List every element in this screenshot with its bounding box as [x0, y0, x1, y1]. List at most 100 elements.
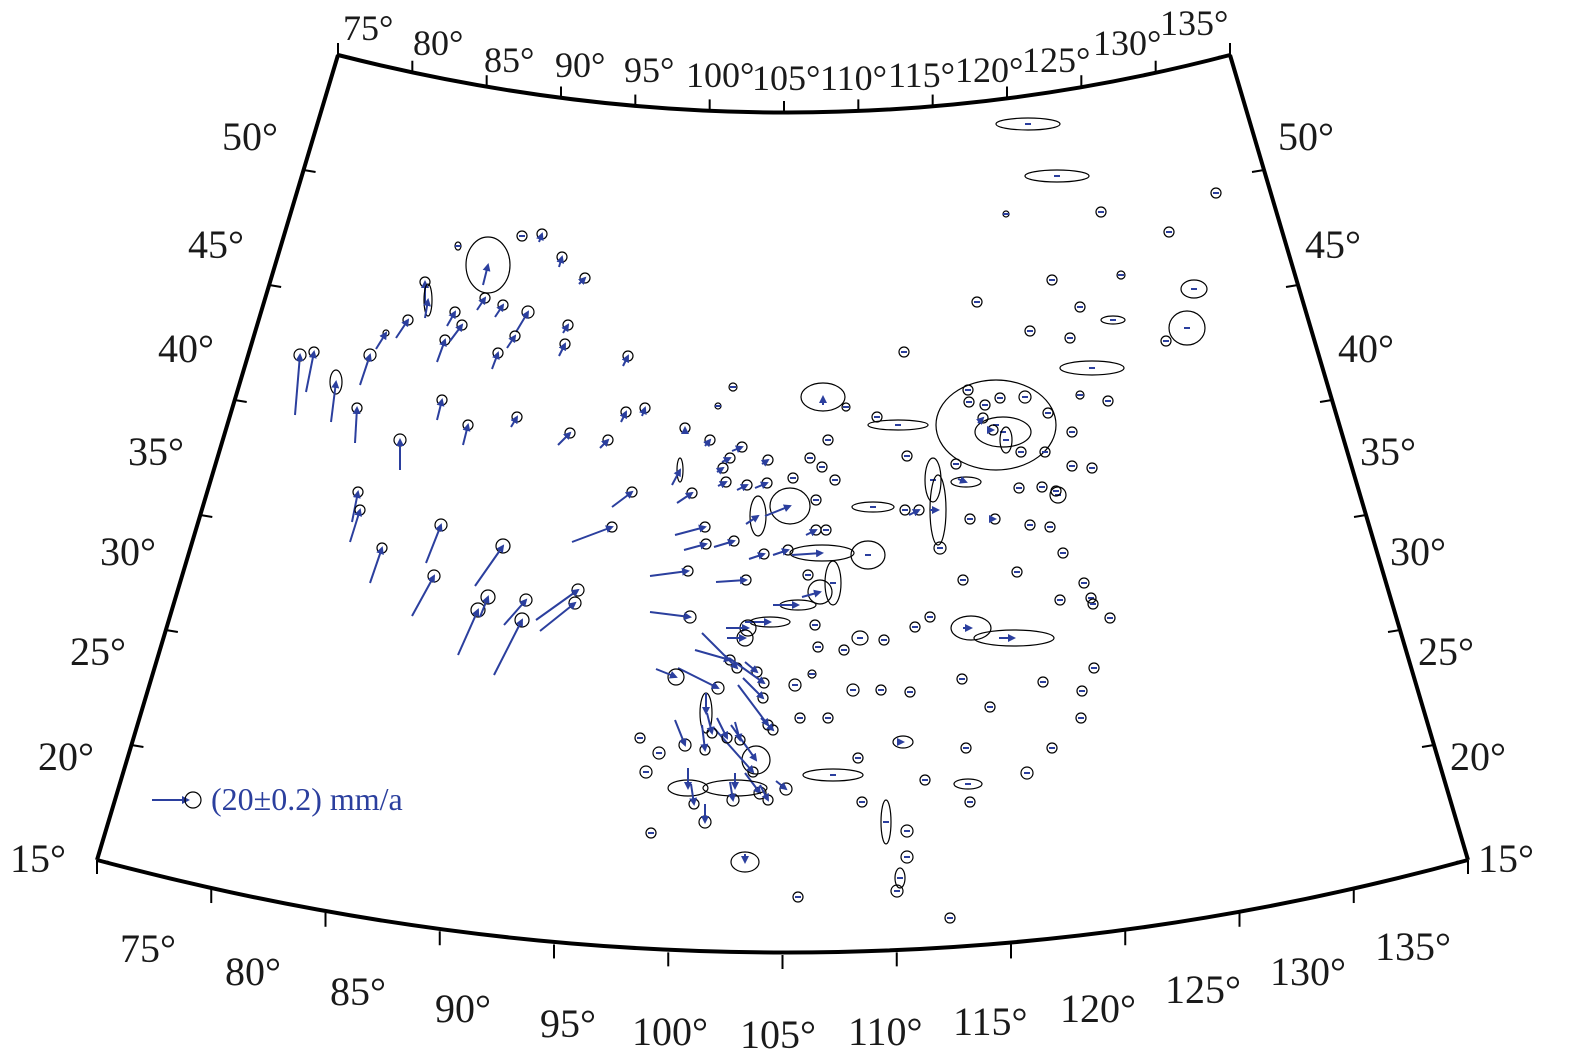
lat-label-left: 15° — [10, 836, 66, 881]
tick — [1353, 514, 1367, 518]
error-ellipse — [728, 382, 738, 392]
error-ellipse — [956, 673, 968, 685]
gps-station — [1037, 676, 1049, 688]
gps-station — [1086, 462, 1098, 474]
gps-station — [856, 796, 868, 808]
lon-label-top: 125° — [1022, 40, 1090, 80]
velocity-vector — [748, 552, 766, 560]
gps-station — [846, 683, 860, 697]
gps-station — [1002, 210, 1010, 218]
gps-station — [984, 701, 996, 713]
gps-station — [812, 641, 824, 653]
lon-label-top: 130° — [1093, 23, 1161, 63]
lon-label-bottom: 90° — [435, 986, 491, 1031]
velocity-vector — [715, 576, 748, 585]
velocity-vector — [621, 354, 629, 367]
lon-label-bottom: 115° — [953, 999, 1028, 1044]
gps-station — [1054, 594, 1066, 606]
error-ellipse — [789, 544, 855, 562]
gps-station — [987, 424, 999, 436]
tick — [234, 399, 247, 403]
gps-station — [829, 474, 841, 486]
gps-station — [760, 717, 779, 736]
gps-station — [742, 677, 769, 704]
gps-station — [963, 396, 975, 408]
gps-station — [699, 724, 711, 756]
gps-station — [824, 560, 842, 606]
error-ellipse — [944, 912, 956, 924]
gps-station — [1066, 460, 1078, 472]
gps-station — [792, 891, 804, 903]
velocity-vector — [655, 668, 678, 679]
legend: (20±0.2) mm/a — [152, 781, 403, 817]
gps-station — [503, 593, 533, 626]
gps-station — [804, 452, 816, 464]
gps-station — [730, 851, 760, 873]
velocity-vector — [715, 466, 725, 475]
gps-station — [476, 292, 491, 311]
error-ellipse — [1086, 462, 1098, 474]
error-ellipse — [999, 426, 1013, 454]
gps-station — [802, 569, 814, 581]
gps-station — [676, 487, 698, 504]
lon-label-bottom: 105° — [740, 1012, 816, 1057]
error-ellipse — [829, 474, 841, 486]
error-ellipse — [1011, 566, 1023, 578]
error-ellipse — [894, 867, 906, 889]
lat-label-right: 50° — [1278, 114, 1334, 159]
error-ellipse — [1024, 325, 1036, 337]
error-ellipse — [995, 117, 1061, 131]
lat-label-right: 25° — [1418, 629, 1474, 674]
gps-station — [1104, 612, 1116, 624]
velocity-vector — [639, 406, 647, 417]
map-frame-left — [95, 54, 340, 861]
gps-station — [1036, 481, 1048, 493]
gps-station — [1075, 712, 1087, 724]
lat-label-left: 20° — [38, 734, 94, 779]
gps-station — [721, 452, 736, 465]
gps-station — [748, 548, 770, 560]
error-ellipse — [1100, 315, 1126, 325]
gps-station — [929, 474, 947, 546]
error-ellipse — [652, 746, 666, 760]
velocity-vector — [536, 232, 544, 243]
gps-station — [851, 501, 895, 513]
velocity-vector — [446, 310, 456, 327]
gps-station — [899, 504, 911, 516]
gps-station — [850, 540, 886, 570]
gps-station — [649, 565, 694, 577]
gps-station — [957, 574, 969, 586]
gps-station — [465, 236, 511, 294]
lat-label-right: 30° — [1390, 529, 1446, 574]
gps-station — [901, 450, 913, 462]
lon-label-top: 95° — [624, 50, 674, 90]
gps-station — [305, 346, 320, 393]
error-ellipse — [1057, 547, 1069, 559]
velocity-vector — [611, 490, 634, 508]
velocity-vector — [571, 525, 614, 543]
lon-label-top: 100° — [686, 55, 754, 95]
lon-label-top: 110° — [820, 58, 887, 98]
gps-station — [1075, 390, 1085, 400]
error-ellipse — [950, 615, 992, 641]
error-ellipse — [974, 416, 1032, 448]
gps-station — [900, 850, 914, 864]
gps-station — [867, 419, 929, 431]
gps-station — [679, 422, 691, 434]
tick — [200, 514, 213, 518]
velocity-vector — [801, 589, 822, 598]
error-ellipse — [1095, 206, 1107, 218]
map-frame-right — [1228, 54, 1470, 861]
gps-station — [1044, 521, 1056, 533]
gps-station — [1011, 566, 1023, 578]
gps-station — [933, 541, 947, 555]
error-ellipse — [1024, 519, 1036, 531]
velocity-vector — [506, 334, 517, 349]
velocity-vector — [744, 661, 759, 674]
gps-station — [369, 542, 388, 584]
gps-station — [1046, 274, 1058, 286]
gps-station — [688, 783, 700, 810]
gps-station — [716, 717, 733, 744]
gps-station — [539, 596, 582, 632]
gps-station — [516, 230, 528, 242]
